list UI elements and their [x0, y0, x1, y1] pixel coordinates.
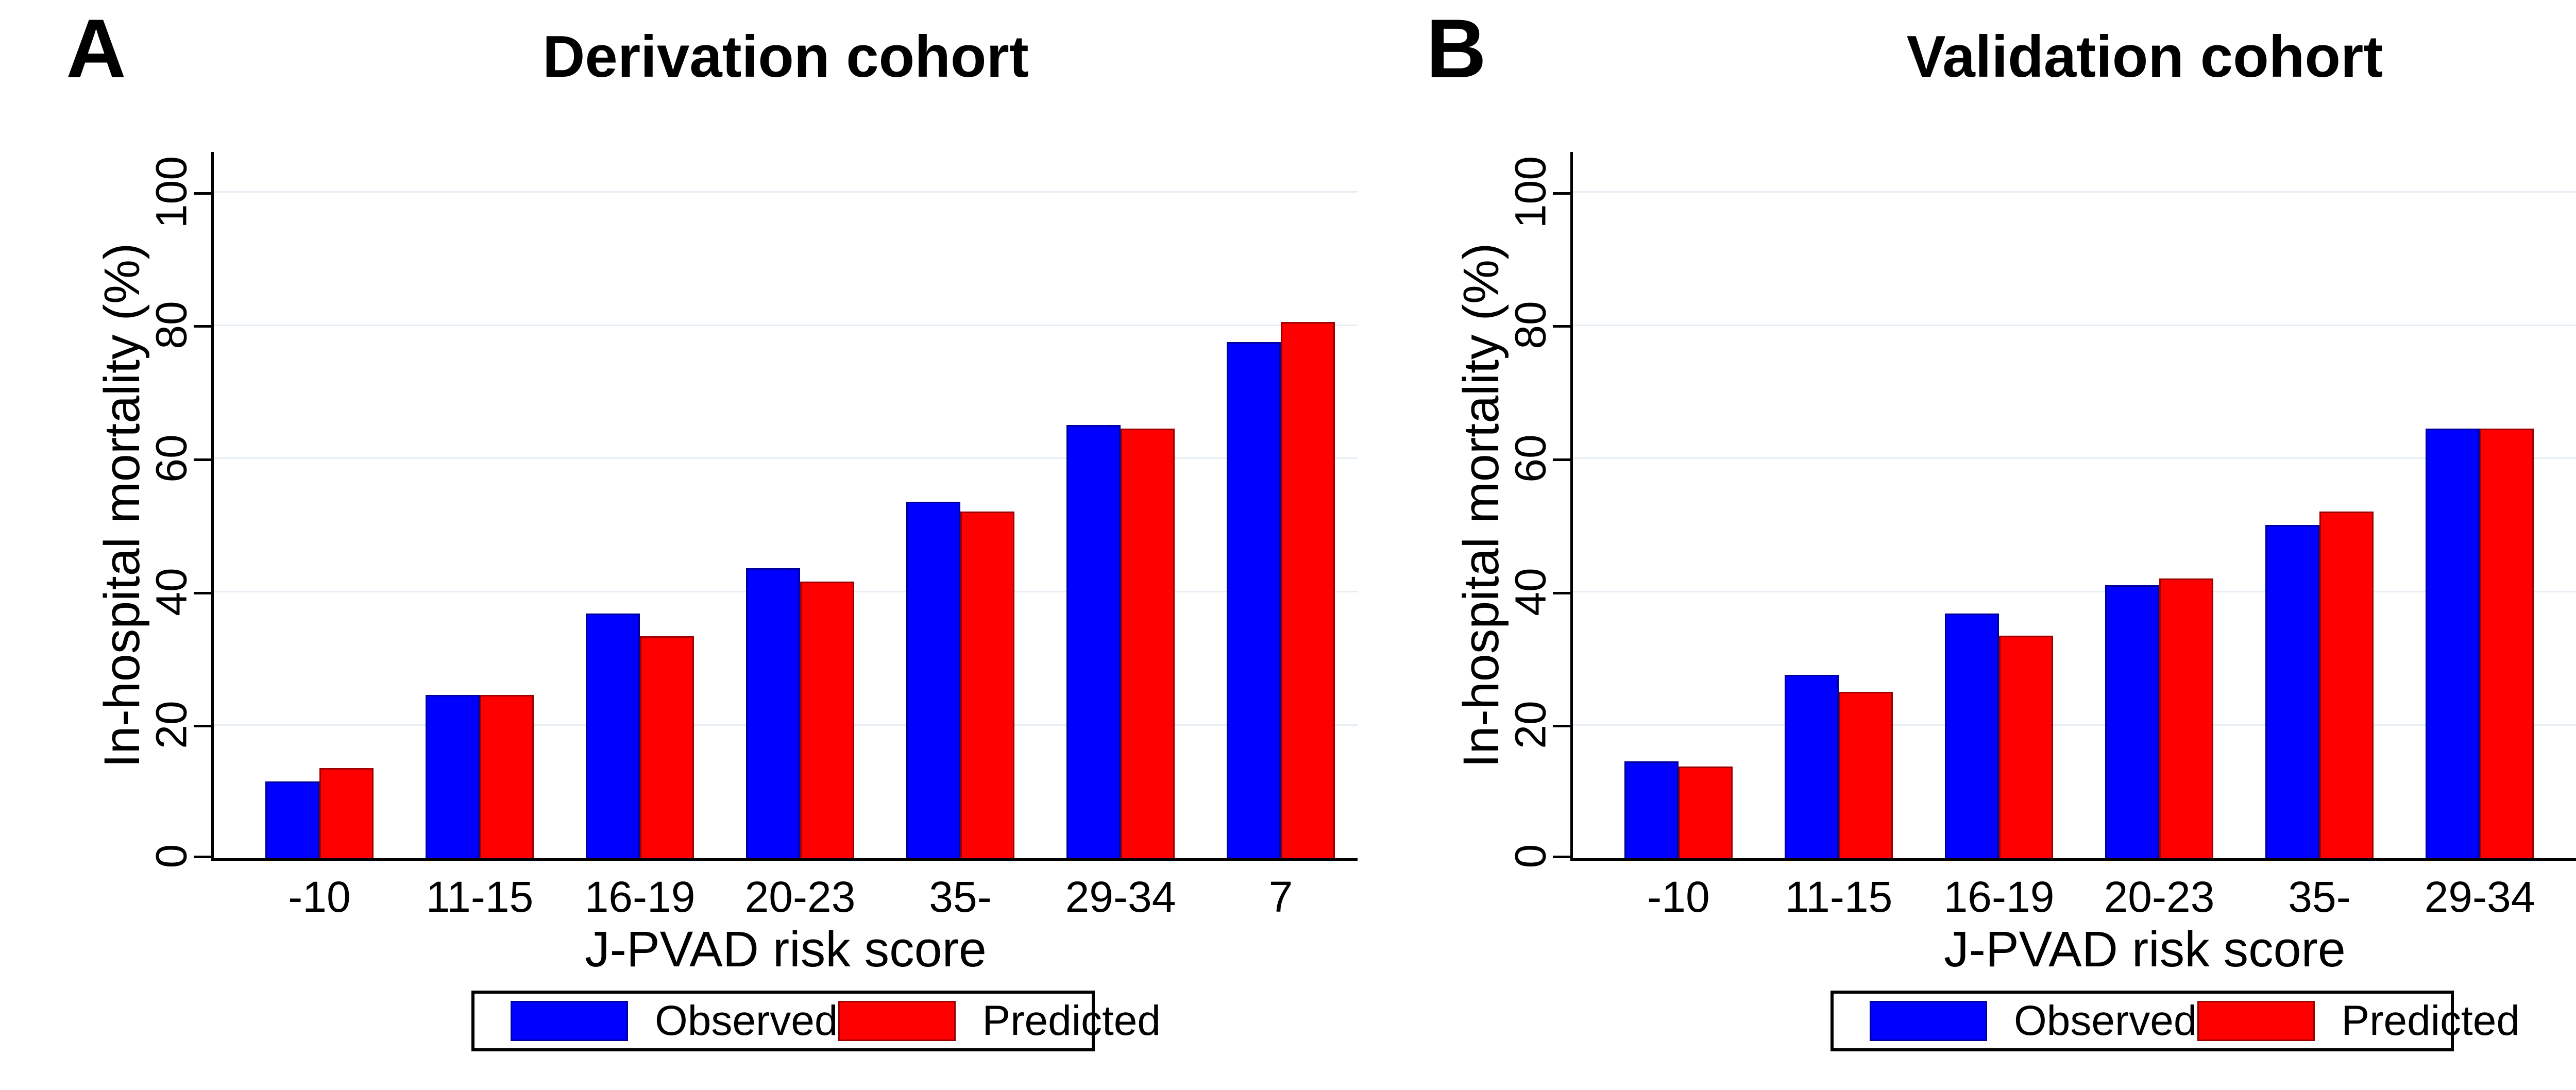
y-tick-label: 0 [147, 844, 196, 868]
gridline-y60 [1573, 457, 2576, 459]
predicted-label: Predicted [2341, 997, 2520, 1044]
panel-b-legend: Observed Predicted [1831, 991, 2520, 1051]
bar-predicted-20-23 [800, 582, 854, 858]
bar-predicted-29-34 [1121, 428, 1175, 858]
legend-item-predicted: Predicted [2197, 997, 2520, 1045]
y-tick-label: 40 [147, 567, 196, 616]
gridline-y80 [214, 324, 1358, 326]
y-axis-tick [194, 192, 211, 195]
panel-a-plot: Derivation cohort In-hospital mortality … [94, 24, 1358, 1051]
y-axis-tick [1553, 192, 1570, 195]
gridline-y80 [1573, 324, 2576, 326]
gridline-y100 [214, 191, 1358, 193]
predicted-swatch [2197, 1001, 2315, 1041]
x-tick-label: 35- [929, 873, 992, 921]
predicted-label: Predicted [982, 997, 1161, 1044]
y-axis-tick [194, 725, 211, 728]
observed-swatch [1870, 1001, 1987, 1041]
x-tick-label: 20-23 [744, 873, 856, 921]
panel-b-x-axis-title: J-PVAD risk score [1944, 921, 2346, 977]
x-tick-label: 7 [1268, 873, 1293, 921]
x-tick-label: 29-34 [1065, 873, 1176, 921]
bar-observed-20-23 [2105, 585, 2159, 858]
gridline-y60 [214, 457, 1358, 459]
legend-item-observed: Observed [1870, 997, 2197, 1045]
bar-observed-11-15 [426, 695, 480, 858]
x-tick-label: 29-34 [2424, 873, 2535, 921]
bar-predicted-16-19 [1999, 636, 2053, 858]
panel-b-plot: Validation cohort In-hospital mortality … [1453, 24, 2576, 1051]
bar-predicted-35- [960, 512, 1014, 858]
y-axis-tick [1553, 591, 1570, 594]
panel-a-legend: Observed Predicted [471, 991, 1161, 1051]
bar-observed-7 [1227, 342, 1281, 858]
y-axis-tick [194, 325, 211, 328]
x-tick-label: 11-15 [1785, 873, 1893, 921]
gridline-y20 [1573, 724, 2576, 726]
x-tick-label: -10 [1647, 873, 1710, 921]
gridline-y40 [1573, 591, 2576, 593]
y-axis-tick [1553, 325, 1570, 328]
y-axis-tick [194, 458, 211, 461]
bar-observed--10 [1624, 761, 1679, 858]
y-axis-tick [194, 856, 211, 858]
bar-predicted-35- [2319, 512, 2374, 858]
bar-observed-35- [906, 502, 960, 858]
x-tick-label: 11-15 [426, 873, 534, 921]
y-tick-label: 80 [147, 301, 196, 349]
y-tick-label: 80 [1506, 301, 1555, 349]
observed-label: Observed [2014, 997, 2197, 1044]
bar-predicted-11-15 [1839, 691, 1893, 858]
bar-observed-11-15 [1785, 675, 1839, 858]
bar-observed-16-19 [1945, 614, 1999, 858]
panel-b-title: Validation cohort [1906, 24, 2383, 90]
bar-observed-29-34 [1066, 425, 1121, 858]
y-tick-label: 40 [1506, 567, 1555, 616]
bar-predicted-11-15 [480, 695, 534, 858]
bar-predicted-20-23 [2159, 578, 2213, 858]
bar-predicted-7 [1281, 321, 1335, 858]
panel-b-letter: B [1426, 2, 1486, 95]
observed-swatch [511, 1001, 628, 1041]
y-axis-tick [1553, 725, 1570, 728]
x-tick-label: 16-19 [1943, 873, 2055, 921]
bar-observed-29-34 [2426, 428, 2480, 858]
y-axis-tick [1553, 458, 1570, 461]
y-tick-label: 60 [147, 434, 196, 483]
bar-observed-35- [2265, 525, 2319, 858]
bar-observed--10 [265, 781, 319, 858]
bar-observed-16-19 [586, 614, 640, 858]
y-tick-label: 20 [1506, 701, 1555, 750]
y-tick-label: 0 [1506, 844, 1555, 868]
y-tick-label: 100 [1506, 156, 1555, 228]
predicted-swatch [838, 1001, 956, 1041]
y-axis-tick [194, 591, 211, 594]
x-tick-label: 35- [2288, 873, 2351, 921]
x-tick-label: -10 [288, 873, 351, 921]
legend-item-observed: Observed [511, 997, 838, 1045]
y-tick-label: 100 [147, 156, 196, 228]
bar-predicted--10 [319, 768, 374, 858]
panel-a-x-axis-title: J-PVAD risk score [585, 921, 987, 977]
x-tick-label: 16-19 [584, 873, 696, 921]
bar-observed-20-23 [746, 568, 800, 858]
y-axis-tick [1553, 856, 1570, 858]
bar-predicted-16-19 [640, 636, 694, 858]
bar-predicted-29-34 [2480, 428, 2534, 858]
y-tick-label: 20 [147, 701, 196, 750]
panel-a-letter: A [66, 2, 126, 95]
x-tick-label: 20-23 [2104, 873, 2215, 921]
observed-label: Observed [655, 997, 838, 1044]
panel-b-y-axis-title: In-hospital mortality (%) [1453, 243, 1509, 768]
legend-item-predicted: Predicted [838, 997, 1161, 1045]
bar-predicted--10 [1679, 766, 1733, 858]
panel-a-y-axis-title: In-hospital mortality (%) [94, 243, 150, 768]
panel-a-title: Derivation cohort [543, 24, 1029, 90]
y-tick-label: 60 [1506, 434, 1555, 483]
gridline-y100 [1573, 191, 2576, 193]
